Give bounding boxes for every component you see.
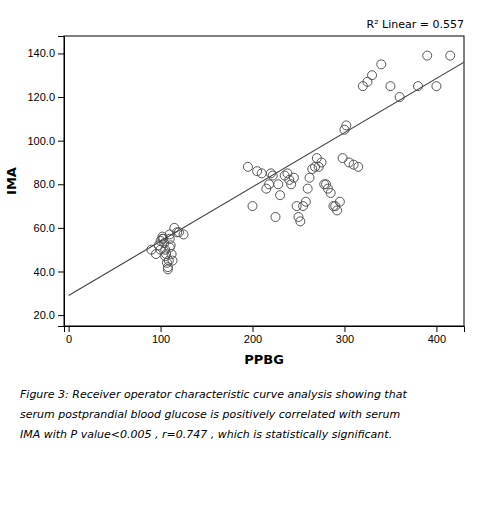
point	[446, 51, 455, 60]
tick-label: 300	[336, 333, 354, 345]
tick: 140.0	[27, 47, 64, 59]
tick: 300	[336, 326, 354, 345]
point	[303, 184, 312, 193]
point	[363, 77, 372, 86]
tick-mark	[58, 315, 64, 316]
x-axis-label: PPBG	[244, 352, 284, 367]
tick-label: 0	[66, 333, 72, 345]
point	[168, 256, 177, 265]
point	[423, 51, 432, 60]
y-axis: 20.0 40.0 60.0 80.0 100.0 120.0 140.0	[27, 37, 64, 327]
tick-mark	[436, 326, 437, 332]
tick-label: 120.0	[27, 91, 55, 103]
tick-label: 100.0	[27, 135, 55, 147]
tick-mark	[344, 326, 345, 332]
point	[333, 206, 342, 215]
point	[305, 173, 314, 182]
plot-frame	[64, 36, 464, 326]
caption: serum postprandial blood glucose is posi…	[20, 408, 400, 421]
tick-mark	[58, 53, 64, 54]
annotation: R² Linear = 0.557	[367, 18, 464, 31]
point	[368, 71, 377, 80]
plot: 0 100 200 300 400 20.0 40.0 60.0 80.0 100.0 120.0 1…	[27, 36, 464, 345]
point	[163, 265, 172, 274]
tick: 20.0	[34, 309, 64, 321]
tick-label: 20.0	[34, 309, 55, 321]
chart: 0 100 200 300 400 20.0 40.0 60.0 80.0 100.0 120.0 1…	[0, 0, 488, 507]
tick-mark	[69, 326, 70, 332]
tick: 120.0	[27, 91, 64, 103]
point	[317, 158, 326, 167]
tick-label: 100	[152, 333, 170, 345]
axis-line	[65, 327, 465, 333]
tick-mark	[58, 97, 64, 98]
regression-line	[69, 62, 464, 295]
point	[377, 60, 386, 69]
y-axis-label: IMA	[4, 167, 19, 195]
tick-label: 200	[244, 333, 262, 345]
tick: 200	[244, 326, 262, 345]
marks	[69, 51, 464, 295]
point	[354, 162, 363, 171]
tick-mark	[58, 141, 64, 142]
point	[271, 212, 280, 221]
tick: 0	[66, 326, 72, 345]
point	[248, 202, 257, 211]
tick: 100	[152, 326, 170, 345]
point	[342, 121, 351, 130]
tick-label: 140.0	[27, 47, 55, 59]
point	[257, 169, 266, 178]
point	[386, 82, 395, 91]
point	[276, 191, 285, 200]
point	[289, 173, 298, 182]
tick-label: 80.0	[34, 178, 55, 190]
tick-mark	[161, 326, 162, 332]
tick-label: 400	[428, 333, 446, 345]
tick-mark	[58, 184, 64, 185]
point	[274, 180, 283, 189]
point	[338, 154, 347, 163]
point	[283, 169, 292, 178]
caption: Figure 3: Receiver operator characterist…	[20, 388, 407, 401]
tick-mark	[253, 326, 254, 332]
tick: 40.0	[34, 266, 64, 278]
tick: 100.0	[27, 135, 64, 147]
tick: 80.0	[34, 178, 64, 190]
caption: IMA with P value<0.005 , r=0.747 , which…	[20, 428, 392, 441]
point	[308, 165, 317, 174]
point	[265, 180, 274, 189]
point	[179, 230, 188, 239]
scatter-series	[147, 51, 455, 274]
x-axis: 0 100 200 300 400	[65, 326, 465, 345]
tick-mark	[58, 228, 64, 229]
point	[301, 197, 310, 206]
tick: 60.0	[34, 222, 64, 234]
axis-line	[58, 37, 65, 327]
point	[326, 188, 335, 197]
point	[335, 197, 344, 206]
point	[432, 82, 441, 91]
point	[166, 241, 175, 250]
point	[243, 162, 252, 171]
tick-mark	[58, 271, 64, 272]
tick-label: 40.0	[34, 266, 55, 278]
tick-label: 60.0	[34, 222, 55, 234]
tick: 400	[428, 326, 446, 345]
point	[296, 217, 305, 226]
